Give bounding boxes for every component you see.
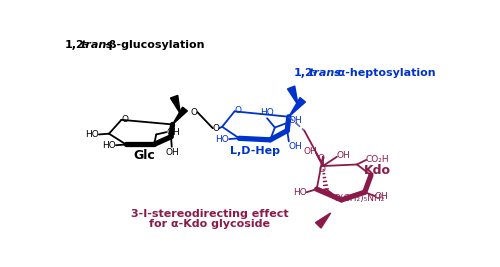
Text: 1,2-: 1,2-: [65, 40, 89, 50]
Text: OH: OH: [166, 128, 180, 137]
Text: OH: OH: [166, 148, 179, 158]
Text: HO: HO: [293, 188, 306, 197]
Text: HO: HO: [102, 141, 116, 150]
Polygon shape: [170, 95, 180, 114]
Text: CO₂H: CO₂H: [366, 155, 389, 164]
Text: L,D-Hep: L,D-Hep: [230, 146, 280, 156]
Text: -α-heptosylation: -α-heptosylation: [333, 68, 436, 78]
Text: -β-glucosylation: -β-glucosylation: [104, 40, 205, 50]
Polygon shape: [316, 213, 330, 228]
Text: OH: OH: [336, 151, 350, 160]
Text: for α-Kdo glycoside: for α-Kdo glycoside: [149, 219, 270, 229]
Text: O: O: [212, 124, 220, 133]
Text: 1,2-: 1,2-: [294, 68, 318, 78]
Polygon shape: [289, 98, 306, 117]
Text: Glc: Glc: [133, 149, 155, 162]
Text: HO: HO: [216, 135, 229, 144]
Text: OH: OH: [375, 191, 388, 201]
Text: O: O: [317, 154, 324, 163]
Text: Kdo: Kdo: [364, 164, 390, 177]
Text: trans: trans: [80, 40, 113, 50]
Text: 3-I-stereodirecting effect: 3-I-stereodirecting effect: [131, 209, 288, 219]
Text: O: O: [318, 164, 326, 174]
Text: O(CH₂)₅NH₂: O(CH₂)₅NH₂: [334, 194, 385, 203]
Text: OH: OH: [288, 116, 302, 125]
Text: trans: trans: [309, 68, 342, 78]
Text: OH: OH: [288, 142, 302, 151]
Text: HO: HO: [85, 130, 99, 139]
Text: HO: HO: [260, 108, 274, 117]
Polygon shape: [288, 86, 298, 105]
Text: O: O: [234, 106, 241, 115]
Text: O: O: [121, 115, 128, 124]
Polygon shape: [172, 107, 188, 124]
Text: O: O: [191, 108, 198, 117]
Text: OH: OH: [304, 147, 318, 156]
